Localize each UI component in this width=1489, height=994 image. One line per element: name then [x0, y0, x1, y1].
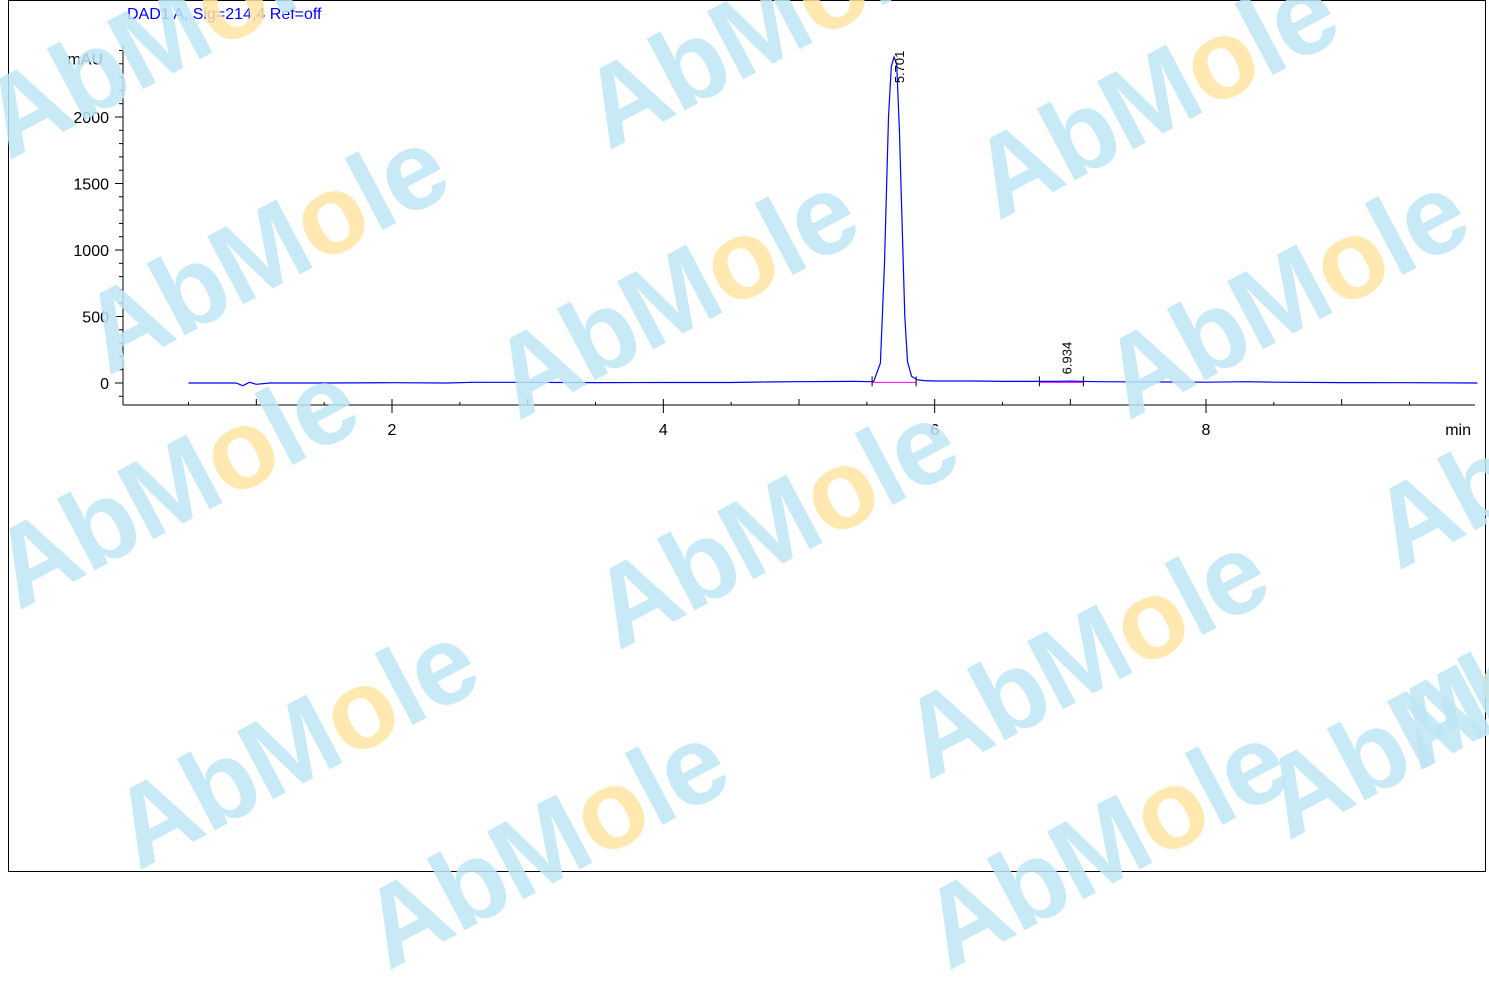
- x-axis-label: min: [1445, 422, 1471, 439]
- x-tick-label: 4: [659, 422, 668, 439]
- peak-label: 6.934: [1059, 342, 1074, 375]
- y-tick-label: 2000: [73, 110, 109, 127]
- x-tick-label: 8: [1202, 422, 1211, 439]
- signal-trace: [188, 55, 1478, 387]
- x-tick-label: 2: [388, 422, 397, 439]
- peak-label: 5.701: [892, 51, 907, 84]
- y-tick-label: 0: [100, 376, 109, 393]
- chromatogram-chart: 0 500 1000 1500 2000 mAU 2 4 6 8 min 5.701 6.934: [67, 45, 1478, 439]
- signal-title: DAD1 A, Sig=214,4 Ref=off: [127, 6, 322, 23]
- y-tick-label: 1000: [73, 243, 109, 260]
- chart-frame: [8, 0, 1486, 872]
- y-tick-label: 500: [82, 310, 109, 327]
- y-tick-label: 1500: [73, 177, 109, 194]
- x-tick-label: 6: [930, 422, 939, 439]
- y-axis-label: mAU: [67, 52, 103, 69]
